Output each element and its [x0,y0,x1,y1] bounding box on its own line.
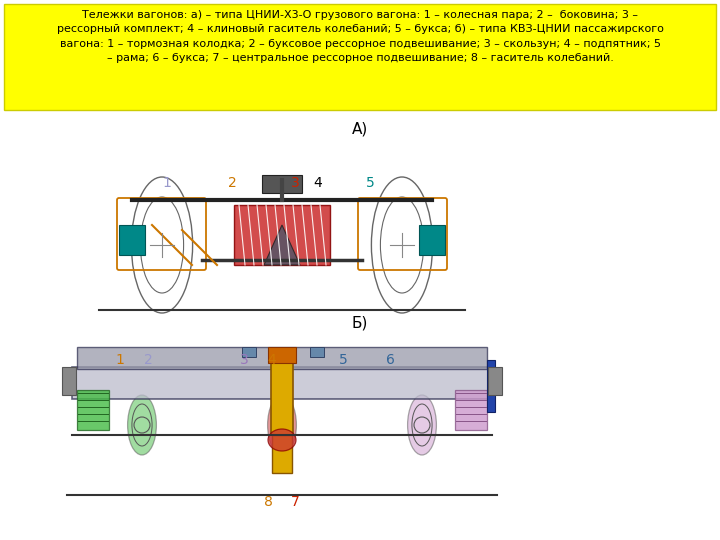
Bar [271,360,293,435]
Bar [419,225,445,255]
Text: 4: 4 [268,353,276,367]
Text: 7: 7 [291,495,300,509]
Bar [455,390,487,430]
Bar [62,367,76,395]
Bar [262,175,302,193]
Ellipse shape [268,429,296,451]
Text: 6: 6 [386,353,395,367]
Ellipse shape [408,395,436,455]
Text: 5: 5 [366,176,374,190]
Text: Тележки вагонов: а) – типа ЦНИИ-Х3-О грузового вагона: 1 – колесная пара; 2 –  б: Тележки вагонов: а) – типа ЦНИИ-Х3-О гру… [57,10,663,63]
Bar [72,367,492,399]
Bar [119,225,145,255]
Bar [234,205,330,265]
Bar [4,4,716,110]
Polygon shape [264,225,300,265]
Text: 2: 2 [228,176,236,190]
Text: 1: 1 [116,353,125,367]
Text: А): А) [352,122,368,137]
Text: 4: 4 [314,176,323,190]
Text: 3: 3 [291,176,300,190]
Bar [272,435,292,473]
Bar [310,347,324,357]
Bar [242,347,256,357]
Text: 1: 1 [163,176,171,190]
Ellipse shape [127,395,156,455]
Text: 8: 8 [264,495,272,509]
Text: 3: 3 [240,353,248,367]
Text: 2: 2 [143,353,153,367]
Ellipse shape [268,395,297,455]
Bar [77,347,487,369]
Bar [268,347,296,363]
Bar [487,360,495,412]
Bar [77,390,109,430]
Bar [488,367,502,395]
Text: Б): Б) [352,315,368,330]
Text: 5: 5 [338,353,347,367]
